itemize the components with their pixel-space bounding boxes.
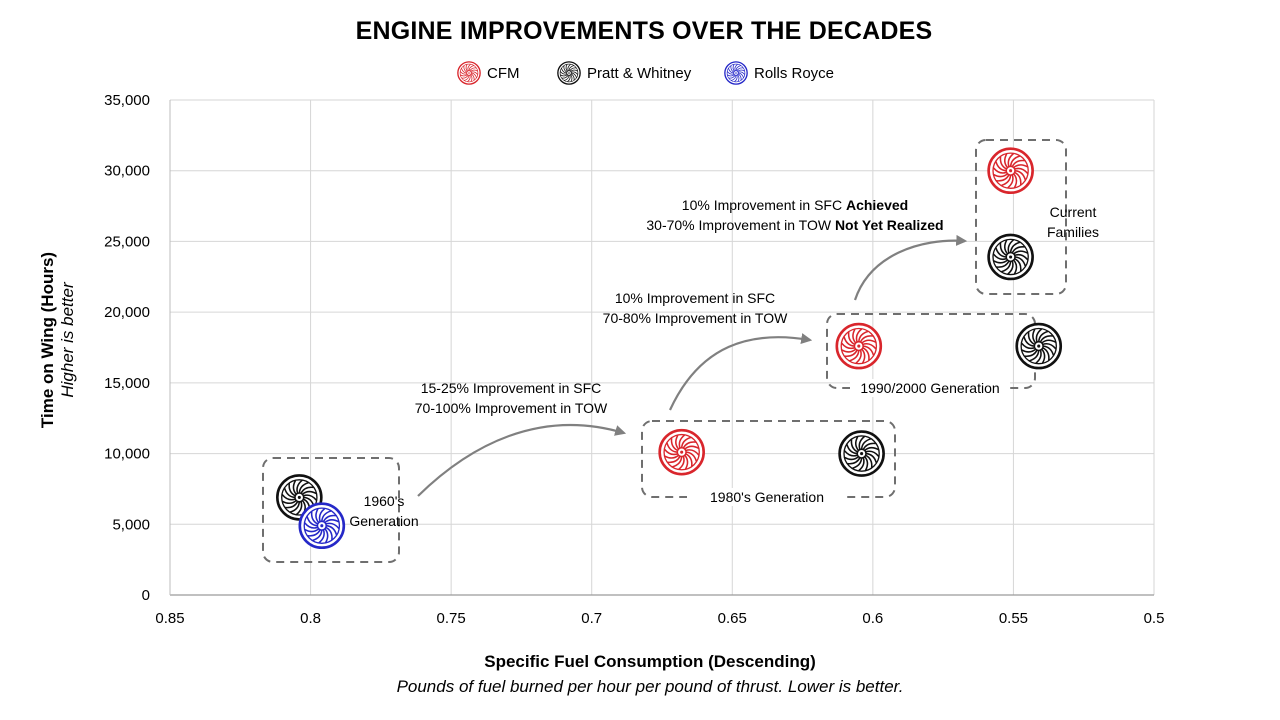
- y-tick-label: 35,000: [104, 92, 150, 109]
- x-tick-label: 0.55: [999, 610, 1028, 627]
- x-tick-label: 0.8: [300, 610, 321, 627]
- y-tick-label: 25,000: [104, 233, 150, 250]
- legend-item-pratt-whitney[interactable]: Pratt & Whitney: [556, 60, 691, 86]
- x-tick-label: 0.65: [718, 610, 747, 627]
- cfm-turbofan-icon: [457, 61, 481, 85]
- generation-group-label: 1980's Generation: [710, 489, 824, 505]
- engine-data-point[interactable]: [835, 322, 883, 370]
- engine-data-point[interactable]: [298, 502, 346, 550]
- x-tick-label: 0.6: [862, 610, 883, 627]
- engine-data-point[interactable]: [987, 233, 1034, 281]
- generation-group-box: [975, 139, 1067, 295]
- improvement-annotation: 10% Improvement in SFC 70-80% Improvement…: [603, 290, 788, 326]
- y-tick-label: 20,000: [104, 304, 150, 321]
- progress-arrow: [853, 234, 968, 301]
- x-axis-title: Specific Fuel Consumption (Descending): [484, 652, 816, 671]
- generation-group-label: 1960's Generation: [349, 493, 418, 529]
- chart-title: ENGINE IMPROVEMENTS OVER THE DECADES: [355, 17, 933, 45]
- legend-item-cfm[interactable]: CFM: [456, 60, 520, 86]
- generation-group-label: Current Families: [1047, 204, 1099, 240]
- y-tick-label: 0: [142, 587, 150, 604]
- improvement-annotation: 15-25% Improvement in SFC 70-100% Improve…: [415, 380, 608, 416]
- generation-group-box: [262, 457, 400, 563]
- improvement-annotation: 10% Improvement in SFC Achieved 30-70% Im…: [646, 197, 943, 233]
- engine-data-point[interactable]: [658, 428, 705, 476]
- engine-data-point[interactable]: [838, 430, 885, 477]
- y-tick-label: 30,000: [104, 163, 150, 180]
- legend-item-rolls-royce[interactable]: Rolls Royce: [723, 60, 834, 86]
- x-tick-label: 0.5: [1144, 610, 1165, 627]
- engine-data-point[interactable]: [987, 147, 1034, 195]
- y-tick-label: 10,000: [104, 446, 150, 463]
- generation-group-label: 1990/2000 Generation: [860, 380, 999, 396]
- legend-label-rolls-royce: Rolls Royce: [754, 64, 835, 82]
- legend-label-pratt-whitney: Pratt & Whitney: [587, 64, 692, 82]
- rolls-royce-turbofan-icon: [724, 61, 748, 85]
- x-tick-label: 0.85: [155, 610, 184, 627]
- x-tick-label: 0.7: [581, 610, 602, 627]
- x-axis-subtitle: Pounds of fuel burned per hour per pound…: [396, 677, 904, 696]
- y-tick-label: 5,000: [112, 516, 150, 533]
- engine-data-point[interactable]: [1015, 322, 1063, 370]
- progress-arrow: [669, 333, 813, 411]
- legend: CFM Pratt & Whitney Rolls Royce: [0, 60, 1280, 86]
- pratt-whitney-turbofan-icon: [557, 61, 581, 85]
- progress-arrow: [417, 424, 627, 497]
- x-tick-label: 0.75: [437, 610, 466, 627]
- y-tick-label: 15,000: [104, 375, 150, 392]
- legend-label-cfm: CFM: [487, 64, 520, 82]
